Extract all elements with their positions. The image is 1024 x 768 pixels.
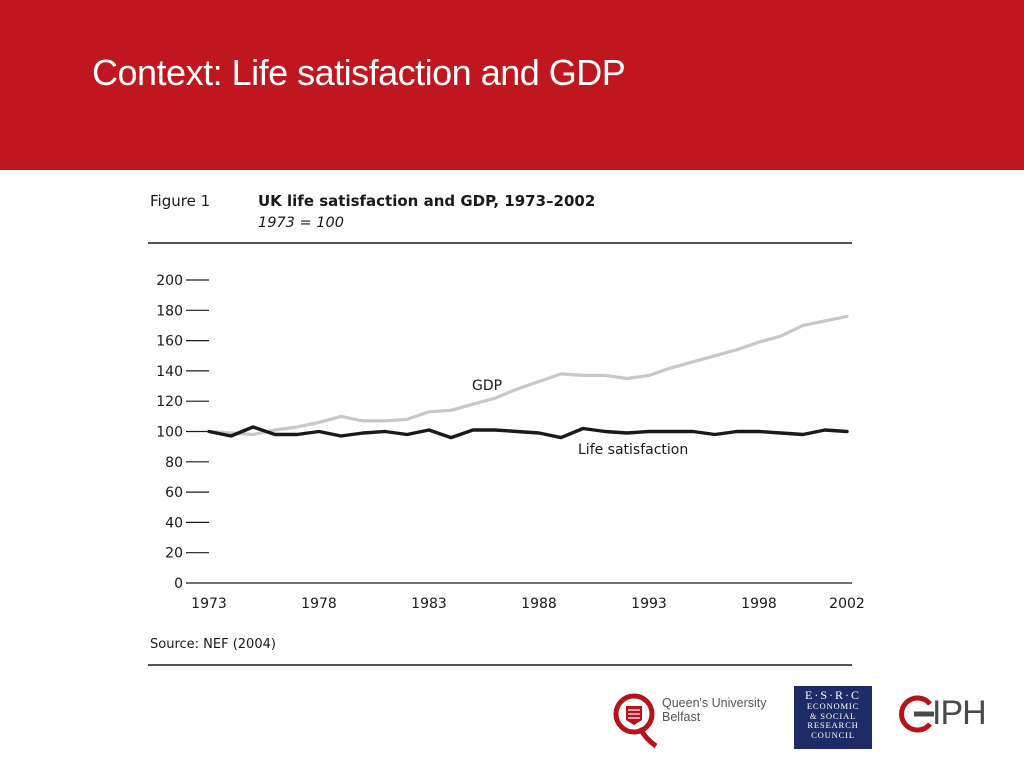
y-tick-label: 120 [156, 394, 183, 410]
x-tick-label: 1988 [521, 596, 557, 612]
y-tick-label: 0 [174, 576, 183, 592]
esrc-logo-line4: RESEARCH [807, 720, 859, 731]
y-tick-label: 60 [165, 485, 183, 501]
esrc-logo-line3: & SOCIAL [809, 710, 857, 721]
y-tick-label: 100 [156, 425, 183, 441]
x-tick-label: 1973 [191, 596, 227, 612]
esrc-logo-line5: COUNCIL [811, 729, 855, 740]
qub-logo: Queen's University Belfast [612, 690, 787, 752]
title-banner [0, 0, 1024, 170]
y-axis: 0 20 40 60 80 100 120 140 160 180 200 [156, 273, 209, 592]
figure-source: Source: NEF (2004) [150, 637, 276, 652]
series-label-life-satisfaction: Life satisfaction [578, 442, 688, 458]
y-tick-label: 140 [156, 364, 183, 380]
y-tick-label: 80 [165, 455, 183, 471]
y-tick-label: 200 [156, 273, 183, 289]
series-line-life-satisfaction [207, 425, 849, 440]
series-line-gdp [207, 314, 849, 437]
esrc-logo-line2: ECONOMIC [806, 701, 860, 711]
x-tick-label: 1983 [411, 596, 447, 612]
x-tick-label: 1978 [301, 596, 337, 612]
y-tick-label: 180 [156, 303, 183, 319]
y-tick-label: 40 [165, 515, 183, 531]
iph-logo-text: IPH [932, 694, 987, 732]
iph-logo: IPH [896, 692, 996, 736]
esrc-logo-line1: E·S·R·C [805, 688, 861, 702]
figure-title: UK life satisfaction and GDP, 1973–2002 [258, 192, 595, 210]
x-axis: 1973 1978 1983 1988 1993 1998 2002 [191, 596, 865, 612]
figure-subtitle: 1973 = 100 [258, 215, 344, 231]
y-tick-label: 20 [165, 546, 183, 562]
iph-ring-icon [899, 695, 934, 733]
figure-label: Figure 1 [150, 192, 210, 210]
qub-crest-icon [613, 693, 658, 749]
x-tick-label: 1998 [741, 596, 777, 612]
series-label-gdp: GDP [472, 378, 502, 394]
x-tick-label: 2002 [829, 596, 865, 612]
esrc-logo: E·S·R·C ECONOMIC & SOCIAL RESEARCH COUNC… [794, 686, 872, 749]
qub-name-line2: Belfast [662, 710, 701, 724]
plot-area [207, 314, 849, 440]
slide-title: Context: Life satisfaction and GDP [92, 52, 626, 93]
qub-name-line1: Queen's University [662, 696, 767, 710]
x-tick-label: 1993 [631, 596, 667, 612]
y-tick-label: 160 [156, 334, 183, 350]
